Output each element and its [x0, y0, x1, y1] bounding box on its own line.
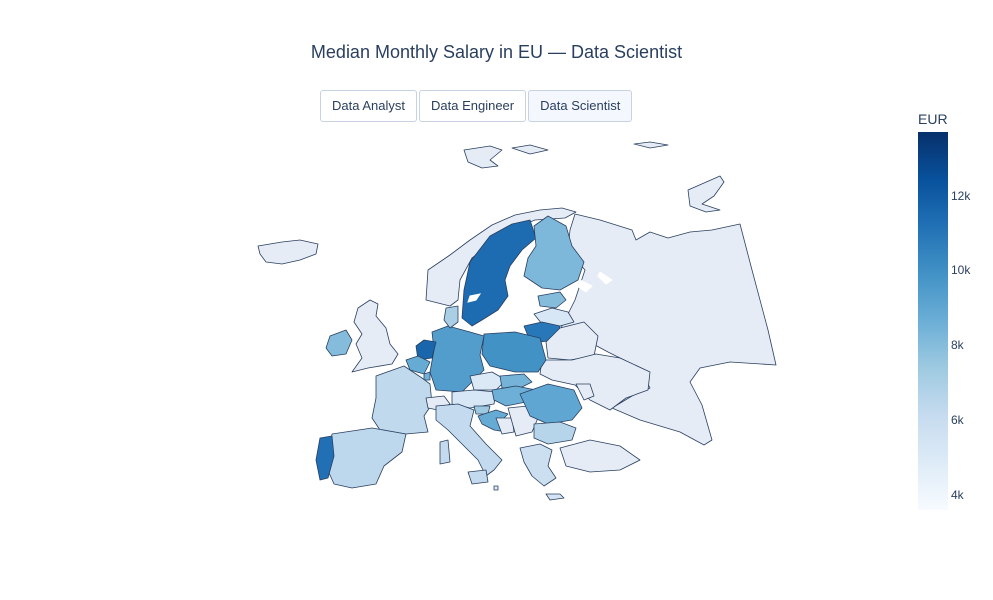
- country-moldova[interactable]: [575, 383, 595, 401]
- colorbar: [918, 132, 948, 510]
- country-italy[interactable]: [435, 403, 503, 477]
- data-scientist-button[interactable]: Data Scientist: [528, 90, 633, 122]
- lake-onega: [597, 271, 613, 285]
- country-russia[interactable]: [687, 175, 725, 213]
- country-spain[interactable]: [325, 427, 407, 489]
- data-analyst-button[interactable]: Data Analyst: [320, 90, 417, 122]
- country-bulgaria[interactable]: [533, 421, 577, 445]
- country-france[interactable]: [371, 365, 433, 435]
- data-engineer-button[interactable]: Data Engineer: [419, 90, 527, 122]
- country-malta[interactable]: [493, 485, 499, 491]
- country-iceland[interactable]: [257, 239, 319, 265]
- country-czechia[interactable]: [469, 371, 507, 391]
- country-cyprus[interactable]: [545, 493, 565, 501]
- country-slovakia[interactable]: [499, 373, 533, 389]
- country-bosnia-and-herzegovina[interactable]: [495, 417, 515, 435]
- colorbar-tick-label: 6k: [951, 413, 964, 428]
- country-turkey[interactable]: [559, 439, 641, 473]
- country-sweden[interactable]: [461, 219, 537, 327]
- colorbar-title: EUR: [918, 111, 948, 127]
- country-romania[interactable]: [519, 383, 583, 425]
- chart-title: Median Monthly Salary in EU — Data Scien…: [310, 42, 683, 62]
- country-portugal[interactable]: [315, 435, 335, 481]
- country-finland[interactable]: [523, 215, 585, 291]
- colorbar-tick-label: 4k: [951, 488, 964, 503]
- country-norway[interactable]: [463, 145, 503, 169]
- colorbar-tick-label: 8k: [951, 338, 964, 353]
- country-norway[interactable]: [425, 207, 577, 307]
- country-united-kingdom[interactable]: [351, 299, 399, 373]
- country-russia[interactable]: [559, 213, 777, 446]
- role-selector: Data Analyst Data Engineer Data Scientis…: [320, 90, 633, 122]
- country-denmark[interactable]: [443, 305, 459, 329]
- gotland-gap: [467, 293, 482, 303]
- country-italy[interactable]: [467, 469, 489, 485]
- colorbar-tick-label: 12k: [951, 188, 971, 203]
- country-italy[interactable]: [439, 439, 451, 465]
- country-belgium[interactable]: [405, 355, 431, 375]
- country-russia[interactable]: [633, 141, 669, 149]
- lake-ladoga: [573, 279, 593, 293]
- country-austria[interactable]: [451, 389, 497, 409]
- country-poland[interactable]: [481, 331, 547, 373]
- country-norway[interactable]: [511, 144, 549, 155]
- country-estonia[interactable]: [537, 291, 567, 309]
- country-ukraine[interactable]: [539, 353, 651, 411]
- country-ireland[interactable]: [325, 329, 353, 357]
- country-luxembourg[interactable]: [423, 371, 431, 381]
- colorbar-tick-label: 10k: [951, 263, 971, 278]
- country-greece[interactable]: [519, 443, 557, 487]
